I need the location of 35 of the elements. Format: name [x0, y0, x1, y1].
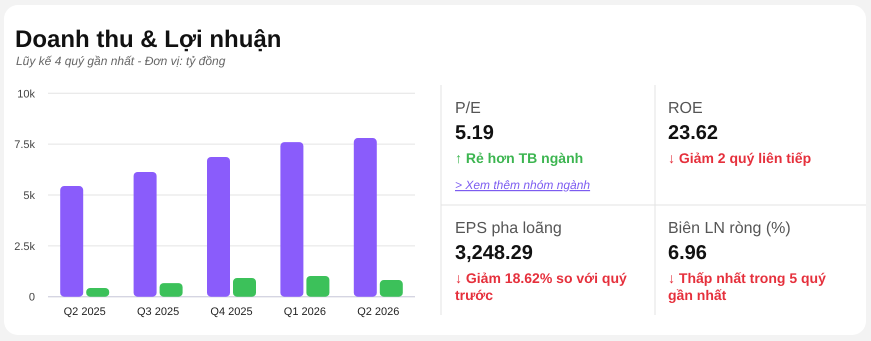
- text: 6.96: [668, 242, 707, 264]
- bar: [60, 186, 84, 297]
- text: ↓ Thấp nhất trong 5 quý gần nhất: [668, 270, 826, 303]
- text: ↓ Giảm 18.62% so với quý trước: [455, 270, 628, 303]
- text: > Xem thêm nhóm ngành: [455, 178, 590, 192]
- chart-title: Doanh thu & Lợi nhuận: [15, 26, 282, 53]
- bar: [160, 283, 183, 297]
- bar: [354, 138, 377, 297]
- y-tick-label: 7.5k: [14, 139, 36, 152]
- text: ↑ Rẻ hơn TB ngành: [455, 150, 584, 166]
- x-tick-label: Q2 2026: [357, 306, 400, 318]
- bar: [207, 156, 230, 297]
- text: ↓ Giảm 2 quý liên tiếp: [668, 150, 812, 166]
- bar: [134, 172, 157, 297]
- bar: [280, 142, 304, 297]
- text: P/E: [455, 100, 481, 117]
- x-tick-label: Q3 2025: [137, 306, 180, 318]
- bar: [233, 278, 256, 297]
- x-tick-label: Q4 2025: [210, 306, 253, 318]
- y-tick-label: 0: [28, 292, 35, 304]
- text: Biên LN ròng (%): [668, 220, 791, 237]
- x-tick-label: Q2 2025: [64, 306, 106, 318]
- y-tick-label: 2.5k: [14, 240, 36, 253]
- text: EPS pha loãng: [455, 220, 562, 237]
- bar: [380, 280, 403, 297]
- x-tick-label: Q1 2026: [284, 306, 326, 318]
- chart-subtitle: Lũy kế 4 quý gần nhất - Đơn vị: tỷ đồng: [16, 54, 226, 68]
- bar: [86, 288, 110, 297]
- y-tick-label: 10k: [17, 88, 36, 100]
- text: 23.62: [668, 122, 718, 144]
- text: 3,248.29: [455, 242, 533, 264]
- bar: [306, 276, 330, 297]
- text: ROE: [668, 100, 703, 117]
- text: 5.19: [455, 122, 494, 144]
- y-tick-label: 5k: [23, 190, 36, 202]
